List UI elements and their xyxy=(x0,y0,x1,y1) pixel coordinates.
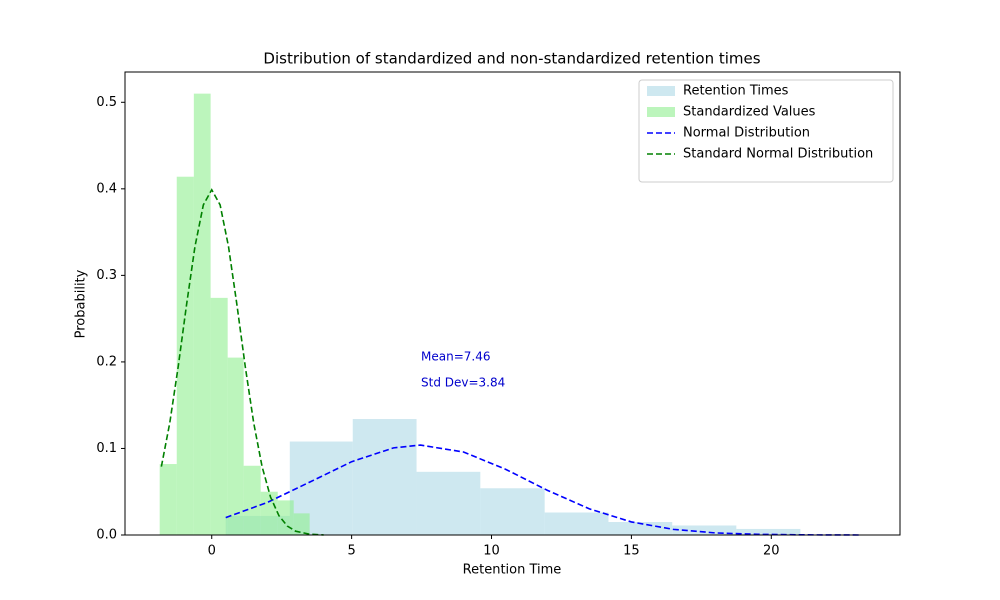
legend-label: Standard Normal Distribution xyxy=(683,147,873,162)
y-tick-label: 0.5 xyxy=(96,95,117,110)
legend-swatch xyxy=(647,86,675,96)
histogram-bar xyxy=(159,464,177,535)
y-tick-label: 0.3 xyxy=(96,268,117,283)
curve xyxy=(160,188,324,536)
histogram-bar xyxy=(672,525,737,535)
annotation: Std Dev=3.84 xyxy=(421,376,505,390)
histogram-bar xyxy=(277,500,294,535)
legend-swatch xyxy=(647,107,675,117)
histogram-bar xyxy=(608,522,673,535)
curve xyxy=(225,444,861,536)
histogram-bar xyxy=(260,491,278,535)
legend-label: Retention Times xyxy=(683,84,789,99)
y-tick-label: 0.4 xyxy=(96,181,117,196)
legend-box xyxy=(638,79,894,183)
histogram-bar xyxy=(176,176,194,535)
histogram-bar xyxy=(293,513,310,535)
histogram-bar xyxy=(480,488,545,535)
histogram-bar xyxy=(544,512,609,535)
x-tick-label: 15 xyxy=(623,544,640,559)
chart-title: Distribution of standardized and non-sta… xyxy=(263,50,760,68)
x-tick-label: 0 xyxy=(208,544,216,559)
annotation: Mean=7.46 xyxy=(421,350,490,364)
plot-frame xyxy=(124,71,901,536)
y-tick-label: 0.1 xyxy=(96,441,117,456)
y-tick-label: 0.0 xyxy=(96,528,117,543)
x-tick-label: 10 xyxy=(483,544,500,559)
histogram-bar xyxy=(416,471,481,535)
y-tick-label: 0.2 xyxy=(96,354,117,369)
histogram-bar xyxy=(352,419,417,535)
histogram-bar xyxy=(193,93,211,536)
legend-label: Standardized Values xyxy=(683,105,816,120)
y-axis-label: Probability xyxy=(74,269,89,338)
x-tick-label: 5 xyxy=(347,544,355,559)
legend-label: Normal Distribution xyxy=(683,126,810,141)
x-axis-label: Retention Time xyxy=(463,563,562,578)
histogram-bar xyxy=(243,465,261,535)
histogram-bar xyxy=(736,528,801,535)
histogram-bar xyxy=(210,297,228,535)
histogram-bar xyxy=(227,357,244,535)
x-tick-label: 20 xyxy=(763,544,780,559)
